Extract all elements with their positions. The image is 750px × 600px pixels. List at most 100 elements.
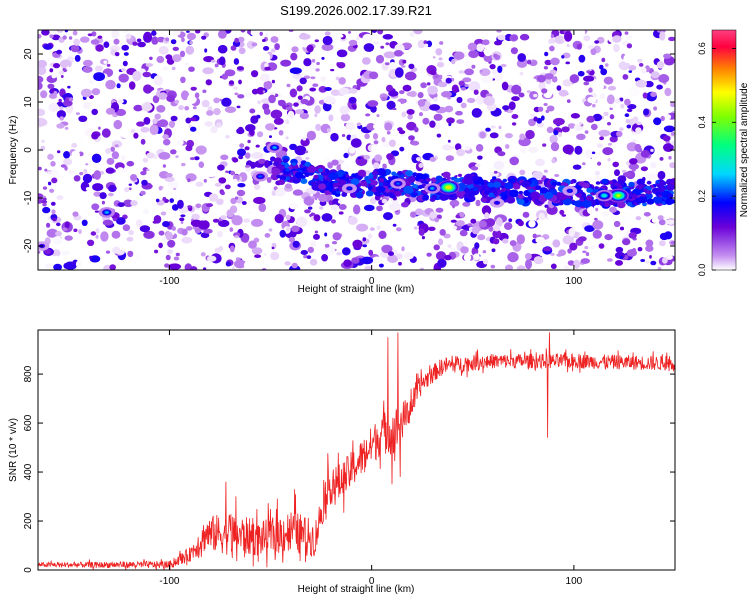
noise-blob bbox=[670, 241, 675, 245]
noise-blob bbox=[185, 173, 197, 182]
noise-blob bbox=[318, 86, 327, 93]
noise-blob bbox=[123, 199, 134, 208]
noise-blob bbox=[580, 258, 590, 264]
hotspot-ring bbox=[259, 175, 262, 178]
noise-blob bbox=[80, 88, 92, 98]
noise-blob bbox=[658, 127, 663, 131]
noise-blob bbox=[640, 150, 650, 158]
noise-blob bbox=[665, 219, 675, 225]
noise-blob bbox=[670, 140, 675, 146]
noise-blob bbox=[624, 113, 630, 118]
noise-blob bbox=[398, 261, 402, 266]
noise-blob bbox=[362, 244, 368, 248]
noise-blob bbox=[189, 41, 194, 45]
noise-blob bbox=[640, 67, 647, 74]
noise-blob bbox=[420, 82, 427, 89]
noise-blob bbox=[562, 144, 574, 155]
chart-title: S199.2026.002.17.39.R21 bbox=[280, 3, 432, 18]
noise-blob bbox=[535, 158, 545, 167]
noise-blob bbox=[218, 245, 224, 251]
noise-blob bbox=[251, 247, 263, 255]
noise-blob bbox=[184, 263, 192, 270]
ridge-blob bbox=[412, 184, 418, 189]
noise-blob bbox=[363, 154, 371, 160]
noise-blob bbox=[601, 57, 606, 63]
ridge-blob bbox=[283, 158, 289, 163]
ridge-blob bbox=[613, 185, 618, 189]
noise-blob bbox=[102, 219, 114, 226]
ridge-blob bbox=[638, 184, 645, 189]
noise-blob bbox=[659, 240, 666, 247]
ridge-blob bbox=[378, 177, 385, 183]
noise-blob bbox=[645, 260, 650, 264]
noise-blob bbox=[436, 61, 445, 68]
noise-blob bbox=[380, 96, 387, 102]
noise-blob bbox=[136, 121, 145, 127]
noise-blob bbox=[659, 157, 664, 161]
noise-blob bbox=[143, 31, 153, 43]
noise-blob bbox=[546, 105, 555, 112]
noise-blob bbox=[509, 156, 519, 166]
noise-blob bbox=[376, 225, 381, 230]
noise-blob bbox=[618, 61, 630, 71]
ridge-blob bbox=[351, 173, 356, 178]
noise-blob bbox=[475, 144, 484, 152]
noise-blob bbox=[56, 123, 65, 129]
noise-blob bbox=[562, 52, 571, 59]
ridge-band bbox=[270, 155, 675, 209]
noise-blob bbox=[209, 30, 219, 41]
ridge-blob bbox=[271, 167, 281, 176]
noise-blob bbox=[38, 117, 47, 127]
noise-blob bbox=[380, 45, 385, 49]
noise-blob bbox=[269, 135, 272, 139]
noise-blob bbox=[218, 177, 227, 184]
noise-blob bbox=[453, 225, 458, 230]
ridge-blob bbox=[551, 181, 557, 187]
noise-blob bbox=[254, 184, 261, 190]
noise-blob bbox=[184, 62, 190, 66]
noise-blob bbox=[418, 163, 424, 168]
noise-blob bbox=[238, 47, 246, 55]
noise-blob bbox=[361, 256, 374, 265]
noise-blob bbox=[217, 44, 228, 54]
noise-blob bbox=[612, 161, 619, 168]
hotspot-ring bbox=[602, 194, 606, 197]
ridge-blob bbox=[655, 180, 660, 184]
noise-blob bbox=[92, 183, 104, 192]
noise-blob bbox=[42, 197, 47, 201]
ridge-blob bbox=[646, 190, 652, 195]
ridge-blob bbox=[646, 198, 655, 205]
noise-blob bbox=[372, 133, 379, 140]
noise-blob bbox=[185, 117, 192, 124]
noise-blob bbox=[583, 75, 595, 82]
noise-blob bbox=[544, 73, 554, 80]
noise-blob bbox=[582, 250, 587, 254]
noise-blob bbox=[459, 229, 468, 237]
noise-blob bbox=[553, 117, 565, 126]
noise-blob bbox=[365, 113, 371, 117]
noise-blob bbox=[142, 71, 152, 78]
noise-blob bbox=[439, 229, 446, 236]
noise-blob bbox=[285, 136, 289, 140]
noise-blob bbox=[640, 259, 646, 262]
noise-blob bbox=[383, 212, 393, 221]
noise-blob bbox=[511, 122, 517, 126]
noise-blob bbox=[99, 192, 107, 200]
ridge-blob bbox=[435, 175, 443, 181]
noise-blob bbox=[467, 223, 473, 227]
noise-blob bbox=[264, 63, 269, 68]
noise-blob bbox=[603, 111, 609, 117]
noise-blob bbox=[64, 126, 69, 130]
noise-blob bbox=[153, 154, 158, 160]
noise-blob bbox=[625, 119, 631, 124]
noise-blob bbox=[567, 260, 575, 266]
noise-blob bbox=[228, 80, 235, 85]
y-tick-label: -10 bbox=[23, 190, 34, 205]
noise-blob bbox=[433, 113, 443, 121]
noise-blob bbox=[628, 87, 640, 97]
noise-blob bbox=[373, 124, 377, 129]
noise-blob bbox=[664, 87, 672, 97]
noise-blob bbox=[319, 206, 324, 210]
noise-blob bbox=[135, 253, 141, 261]
